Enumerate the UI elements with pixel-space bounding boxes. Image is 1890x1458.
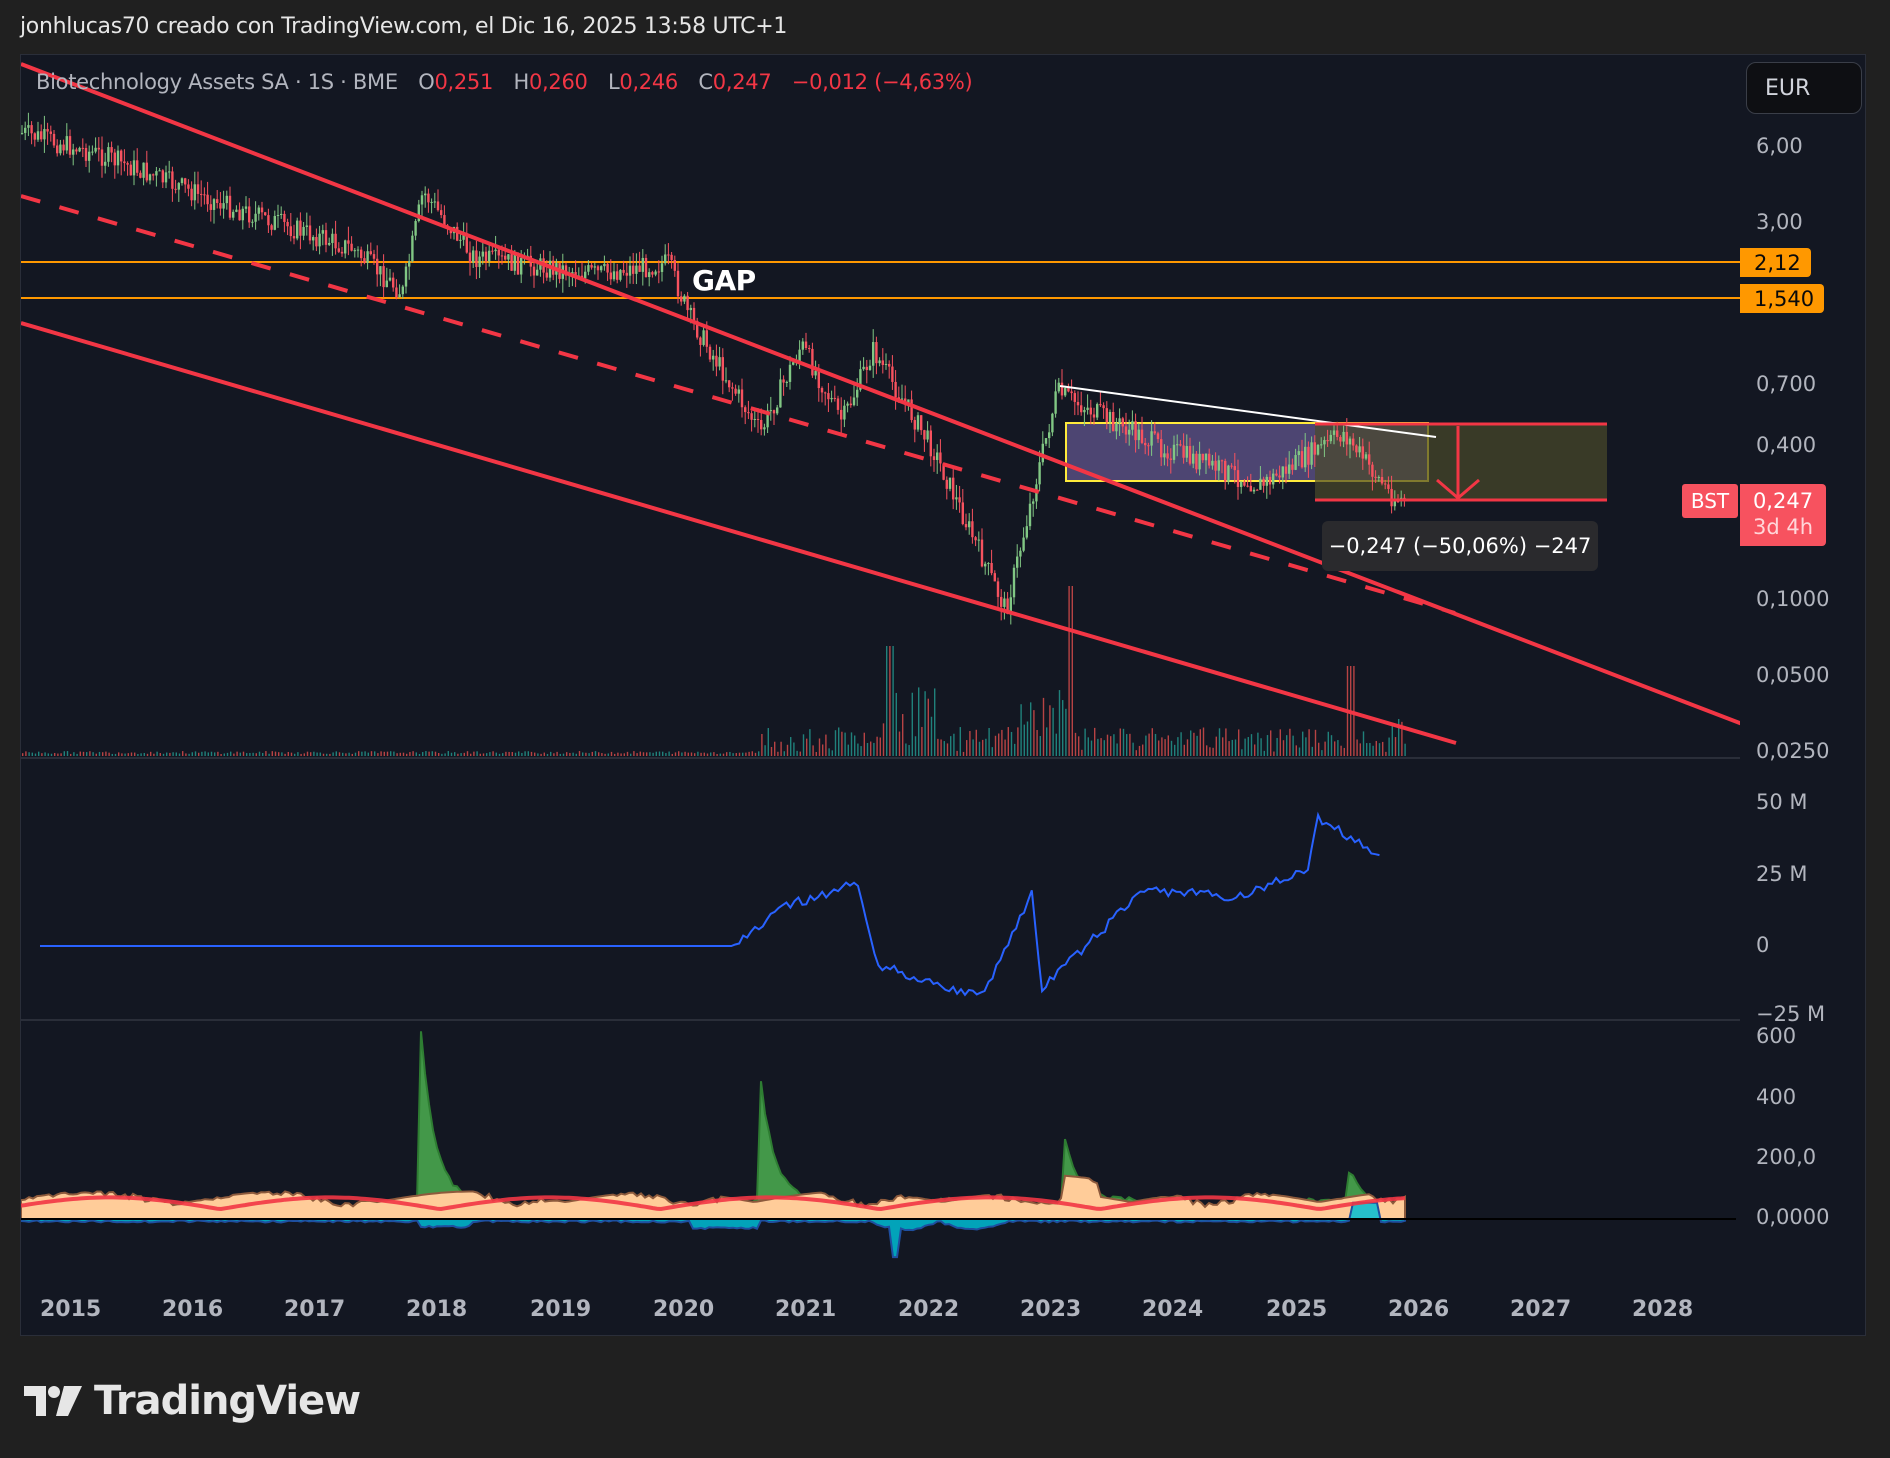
time-axis-year: 2021	[775, 1297, 837, 1322]
time-axis-year: 2022	[898, 1297, 960, 1322]
obv-axis-tick: 25 M	[1756, 862, 1808, 886]
price-axis-tick: 0,1000	[1756, 587, 1830, 611]
obv-axis-tick: 0	[1756, 933, 1770, 957]
last-price-tag: 0,247 3d 4h	[1740, 484, 1826, 546]
close-value: 0,247	[712, 70, 772, 94]
bar-countdown: 3d 4h	[1752, 515, 1814, 539]
osc-axis-tick: 400	[1756, 1085, 1797, 1109]
arrow-down-icon	[1436, 478, 1480, 500]
change-value: −0,012 (−4,63%)	[791, 70, 973, 94]
time-axis-year: 2016	[162, 1297, 224, 1322]
open-value: 0,251	[434, 70, 494, 94]
tradingview-logo: TradingView	[24, 1378, 361, 1424]
candlesticks	[21, 112, 1406, 625]
level-price-tag: 2,12	[1740, 248, 1811, 277]
time-axis-year: 2028	[1632, 1297, 1694, 1322]
attribution-header: jonhlucas70 creado con TradingView.com, …	[20, 14, 788, 39]
osc-axis-tick: 600	[1756, 1024, 1797, 1048]
chart-frame	[20, 54, 1866, 1336]
time-axis-year: 2020	[653, 1297, 715, 1322]
price-axis-tick: 3,00	[1756, 210, 1803, 234]
price-axis-tick: 0,400	[1756, 433, 1817, 457]
channel-upper-line[interactable]	[21, 62, 1745, 726]
volume-bars	[22, 586, 1406, 756]
brand-name: TradingView	[94, 1378, 361, 1424]
price-axis-tick: 0,0500	[1756, 663, 1830, 687]
open-label: O	[418, 70, 435, 94]
time-axis-year: 2023	[1020, 1297, 1082, 1322]
close-label: C	[698, 70, 713, 94]
obv-pane	[40, 811, 1380, 997]
symbol-name[interactable]: Biotechnology Assets SA · 1S · BME	[36, 70, 398, 94]
low-label: L	[607, 70, 620, 94]
obv-axis-tick: 50 M	[1756, 790, 1808, 814]
gap-annotation[interactable]: GAP	[692, 264, 756, 297]
time-axis-year: 2018	[406, 1297, 468, 1322]
osc-green-area	[21, 1031, 1406, 1220]
price-axis-tick: 6,00	[1756, 134, 1803, 158]
tradingview-logo-icon	[24, 1386, 82, 1416]
symbol-tag: BST	[1682, 484, 1738, 518]
time-axis-year: 2024	[1142, 1297, 1204, 1322]
high-value: 0,260	[528, 70, 588, 94]
channel-middle-dashed-line[interactable]	[21, 194, 1456, 615]
osc-ma-line[interactable]	[21, 1195, 1406, 1212]
time-axis-year: 2019	[530, 1297, 592, 1322]
obv-axis-tick: −25 M	[1756, 1002, 1826, 1026]
time-axis-year: 2017	[284, 1297, 346, 1322]
high-label: H	[513, 70, 529, 94]
white-trendline[interactable]	[1059, 385, 1437, 438]
osc-cyan-area	[21, 1201, 1406, 1259]
channel-lower-line[interactable]	[21, 321, 1457, 745]
time-axis-year: 2025	[1266, 1297, 1328, 1322]
price-axis-tick: 0,0250	[1756, 739, 1830, 763]
price-axis-tick: 0,700	[1756, 372, 1817, 396]
currency-button[interactable]: EUR	[1746, 62, 1862, 114]
last-price-value: 0,247	[1752, 489, 1814, 513]
obv-line[interactable]	[40, 811, 1380, 997]
oscillator-pane	[21, 1031, 1736, 1259]
time-axis-year: 2027	[1510, 1297, 1572, 1322]
time-axis-year: 2026	[1388, 1297, 1450, 1322]
time-axis-year: 2015	[40, 1297, 102, 1322]
level-price-tag: 1,540	[1740, 284, 1825, 313]
osc-axis-tick: 0,0000	[1756, 1205, 1830, 1229]
osc-axis-tick: 200,0	[1756, 1145, 1817, 1169]
price-pane	[21, 62, 1745, 756]
pane-separator-obv-osc[interactable]	[20, 1019, 1740, 1021]
projection-box[interactable]	[1315, 424, 1607, 501]
low-value: 0,246	[619, 70, 678, 94]
symbol-legend: Biotechnology Assets SA · 1S · BME O0,25…	[36, 70, 973, 94]
measure-tooltip: −0,247 (−50,06%) −247	[1322, 521, 1598, 571]
pane-separator-price-obv[interactable]	[20, 757, 1740, 759]
